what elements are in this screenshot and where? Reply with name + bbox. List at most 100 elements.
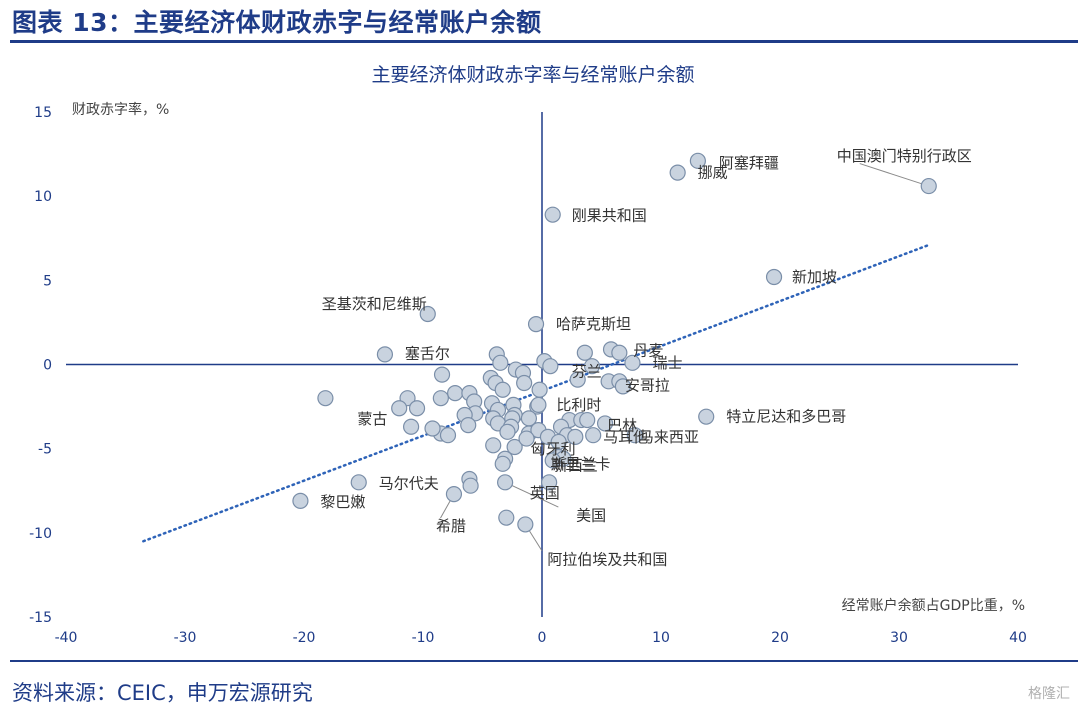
data-point [596, 415, 614, 432]
data-point [494, 455, 511, 472]
x-tick-label: 40 [1009, 630, 1027, 646]
data-point [624, 354, 641, 371]
data-point [579, 411, 596, 429]
x-tick-label: -30 [174, 630, 197, 646]
data-point [419, 305, 436, 323]
point-label: 瑞士 [652, 354, 682, 372]
point-label: 哈萨克斯坦 [556, 315, 631, 333]
point-label: 特立尼达和多巴哥 [726, 408, 846, 426]
data-point [499, 423, 516, 440]
source-note: 资料来源：CEIC，申万宏源研究 [12, 681, 313, 705]
point-label: 丹麦 [633, 342, 663, 360]
point-label: 希腊 [436, 517, 466, 535]
data-point [462, 477, 479, 494]
y-tick-label: 10 [34, 189, 52, 205]
point-label: 斯里兰卡 [550, 455, 610, 473]
point-labels: 中国澳门特别行政区 阿塞拜疆挪威刚果共和国新加坡圣基茨和尼维斯哈萨克斯坦丹麦瑞士芬… [320, 147, 971, 568]
data-point [669, 164, 686, 181]
data-point [350, 474, 367, 491]
data-point [585, 427, 602, 444]
data-point [550, 433, 567, 451]
y-tick-label: 15 [34, 105, 52, 121]
data-point [698, 408, 715, 425]
point-label: 中国澳门特别行政区 [837, 147, 972, 165]
x-tick-label: 30 [890, 630, 908, 646]
figure-title: 图表 13：主要经济体财政赤字与经常账户余额 [12, 8, 542, 37]
tick-labels: -40 -30 -20 -10 0 10 20 30 40 15 10 5 0 -5 -10 -15 [29, 105, 1027, 646]
data-point [517, 516, 534, 533]
source-rule [10, 660, 1078, 662]
x-tick-label: -40 [55, 630, 78, 646]
leader-line [859, 163, 929, 187]
y-tick-label: -15 [29, 610, 52, 626]
watermark: 格隆汇 [1028, 686, 1070, 702]
data-point [920, 177, 937, 195]
point-label: 黎巴嫩 [320, 493, 365, 511]
data-points [292, 152, 937, 533]
data-point [506, 438, 523, 456]
y-tick-label: -10 [29, 526, 52, 542]
data-point [544, 206, 561, 223]
chart-title: 主要经济体财政赤字率与经常账户余额 [371, 64, 694, 86]
data-point [530, 396, 547, 413]
point-label: 阿拉伯埃及共和国 [547, 550, 667, 568]
point-label: 巴林 [607, 416, 637, 434]
point-label: 马尔代夫 [379, 474, 439, 492]
data-point [492, 354, 509, 371]
data-point [497, 474, 514, 491]
data-point [460, 417, 477, 434]
data-point [485, 437, 502, 454]
data-point [391, 400, 408, 417]
y-axis-label: 财政赤字率，% [72, 101, 169, 118]
scatter-chart: 主要经济体财政赤字率与经常账户余额 财政赤字率，% 经常账户余额占GDP比重，%… [29, 64, 1027, 646]
point-label: 英国 [530, 484, 560, 502]
data-point [376, 346, 394, 363]
point-label: 塞舌尔 [405, 344, 450, 362]
y-tick-label: -5 [38, 442, 52, 458]
data-point [403, 418, 420, 435]
point-label: 新加坡 [792, 268, 837, 286]
data-point [317, 390, 334, 407]
x-tick-label: 10 [652, 630, 670, 646]
data-point [765, 268, 783, 286]
y-tick-label: 0 [43, 358, 52, 374]
data-point [544, 452, 561, 469]
data-point [567, 428, 584, 445]
data-point [439, 427, 457, 444]
data-point [576, 344, 593, 361]
point-label: 安哥拉 [625, 376, 670, 394]
data-point [689, 152, 706, 169]
data-point [542, 358, 559, 375]
x-tick-label: -10 [412, 630, 435, 646]
data-point [292, 492, 309, 509]
data-point [626, 427, 643, 444]
point-label: 刚果共和国 [572, 207, 647, 225]
point-label: 挪威 [698, 164, 728, 182]
x-axis-label: 经常账户余额占GDP比重，% [842, 597, 1025, 614]
data-point [424, 420, 441, 437]
point-label: 马来西亚 [639, 428, 699, 446]
point-label: 美国 [576, 506, 606, 524]
data-point [518, 430, 535, 447]
leader-lines [440, 163, 929, 551]
point-label: 圣基茨和尼维斯 [322, 295, 427, 313]
point-label: 芬兰 [572, 363, 602, 381]
data-point [614, 378, 632, 395]
data-point [447, 385, 464, 402]
data-point [516, 374, 533, 392]
data-point [445, 486, 463, 503]
data-point [527, 316, 545, 333]
data-point [583, 358, 601, 375]
data-point [498, 509, 515, 526]
data-point [569, 371, 586, 388]
y-tick-label: 5 [43, 273, 52, 289]
data-point [494, 381, 511, 398]
leader-line [504, 481, 559, 508]
point-label: 比利时 [556, 396, 601, 414]
point-label: 阿塞拜疆 [719, 154, 779, 172]
point-label: 蒙古 [357, 410, 387, 428]
point-label: 匈牙利 [531, 440, 576, 458]
data-point [432, 390, 449, 407]
data-point [433, 366, 451, 383]
point-label: 马耳他 [603, 428, 648, 446]
